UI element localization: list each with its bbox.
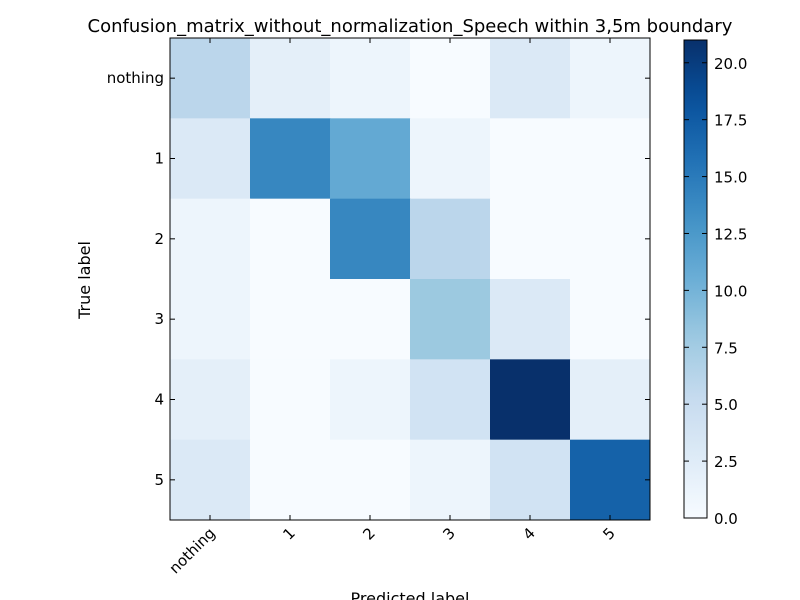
colorbar-tick-label: 2.5 — [714, 453, 738, 471]
heatmap-cell — [250, 198, 331, 280]
heatmap-cell — [570, 198, 651, 280]
x-tick-label: 3 — [439, 524, 458, 543]
x-axis-label: Predicted label — [351, 589, 470, 600]
colorbar-tick-label: 5.0 — [714, 396, 738, 414]
x-tick-label: 1 — [279, 524, 298, 543]
colorbar-tick-label: 7.5 — [714, 339, 738, 357]
y-axis-label: True label — [75, 241, 94, 320]
heatmap-cell — [330, 198, 411, 280]
colorbar-tick-label: 10.0 — [714, 282, 747, 300]
heatmap-cell — [570, 279, 651, 360]
heatmap-cell — [250, 439, 331, 521]
colorbar-tick-label: 17.5 — [714, 112, 747, 130]
heatmap-cell — [490, 279, 571, 360]
y-tick-label: 2 — [154, 230, 164, 248]
plot-frame — [169, 37, 651, 521]
colorbar-tick-label: 20.0 — [714, 55, 747, 73]
heatmap-cell — [410, 359, 491, 441]
heatmap-cell — [250, 359, 331, 441]
heatmap-cell — [170, 118, 251, 200]
y-tick-label: 4 — [154, 391, 164, 409]
heatmap-cell — [330, 38, 411, 119]
heatmap-cell — [570, 359, 651, 441]
y-tick-label: 3 — [154, 310, 164, 328]
colorbar-gradient — [683, 39, 708, 519]
heatmap-cell — [410, 38, 491, 119]
heatmap-cell — [410, 279, 491, 360]
x-tick-label: 5 — [599, 524, 618, 543]
heatmap-cell — [570, 118, 651, 200]
chart-title: Confusion_matrix_without_normalization_S… — [88, 16, 733, 37]
colorbar-tick-label: 12.5 — [714, 225, 747, 243]
colorbar-tick-label: 15.0 — [714, 169, 747, 187]
y-tick-label: 5 — [154, 471, 164, 489]
heatmap-cells — [170, 38, 651, 521]
heatmap-cell — [410, 439, 491, 521]
y-tick-label: 1 — [154, 150, 164, 168]
heatmap-cell — [410, 118, 491, 200]
heatmap-cell — [250, 118, 331, 200]
heatmap-cell — [490, 198, 571, 280]
heatmap-cell — [330, 359, 411, 441]
heatmap-cell — [490, 359, 571, 441]
heatmap-cell — [490, 38, 571, 119]
heatmap-cell — [170, 38, 251, 119]
x-tick-label: nothing — [166, 524, 219, 577]
colorbar-tick-label: 0.0 — [714, 510, 738, 528]
heatmap-cell — [570, 38, 651, 119]
heatmap-cell — [170, 359, 251, 441]
heatmap-cell — [490, 118, 571, 200]
y-tick-label: nothing — [107, 69, 164, 87]
x-tick-label: 2 — [359, 524, 378, 543]
heatmap-cell — [410, 198, 491, 280]
heatmap-cell — [170, 279, 251, 360]
heatmap-cell — [250, 38, 331, 119]
heatmap-cell — [170, 198, 251, 280]
heatmap-cell — [490, 439, 571, 521]
x-tick-label: 4 — [519, 524, 538, 543]
colorbar: 0.0 2.5 5.0 7.5 10.0 12.5 15.0 17.5 20.0 — [683, 39, 747, 528]
heatmap-cell — [330, 118, 411, 200]
heatmap-cell — [250, 279, 331, 360]
heatmap-cell — [170, 439, 251, 521]
heatmap-cell — [330, 279, 411, 360]
heatmap-cell — [330, 439, 411, 521]
heatmap-cell — [570, 439, 651, 521]
